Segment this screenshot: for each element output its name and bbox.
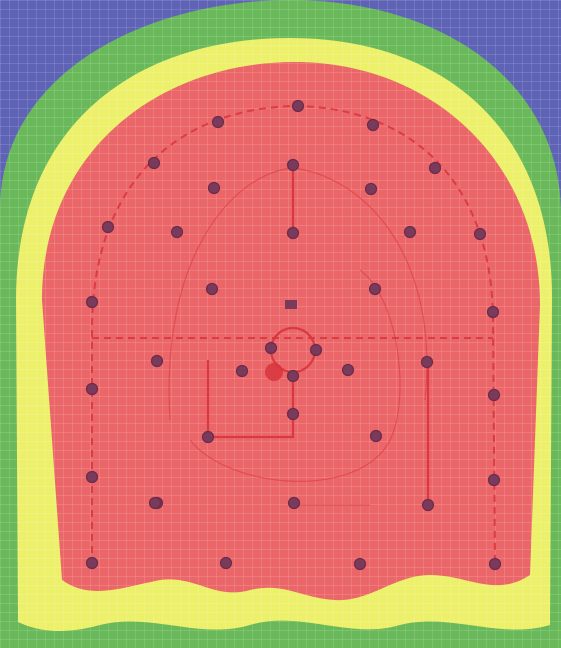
drill-hole	[487, 388, 501, 402]
drill-hole	[85, 382, 99, 396]
center-block-marker	[285, 300, 297, 309]
drill-hole	[170, 225, 184, 239]
drill-hole	[364, 182, 378, 196]
drill-hole	[85, 470, 99, 484]
drill-hole	[403, 225, 417, 239]
drill-hole	[486, 305, 500, 319]
drill-hole	[148, 496, 162, 510]
drill-hole	[150, 354, 164, 368]
drill-hole	[420, 355, 434, 369]
cut-guide-left	[206, 360, 295, 439]
drill-hole	[309, 343, 323, 357]
drill-hole	[291, 99, 305, 113]
drill-hole	[488, 557, 502, 571]
drill-hole	[473, 227, 487, 241]
drill-hole	[85, 556, 99, 570]
drill-hole	[421, 498, 435, 512]
drill-hole	[341, 363, 355, 377]
drill-hole	[487, 473, 501, 487]
drill-hole	[85, 295, 99, 309]
drill-hole	[101, 220, 115, 234]
drill-hole	[264, 341, 278, 355]
drill-hole	[287, 496, 301, 510]
drill-hole	[286, 407, 300, 421]
drill-hole	[428, 161, 442, 175]
center-marker	[265, 363, 283, 381]
drill-hole	[235, 364, 249, 378]
drill-hole	[369, 429, 383, 443]
drill-hole	[286, 158, 300, 172]
drill-hole	[368, 282, 382, 296]
drill-hole	[286, 226, 300, 240]
drill-hole	[211, 115, 225, 129]
drill-hole	[201, 430, 215, 444]
drill-hole	[205, 282, 219, 296]
drill-hole	[366, 118, 380, 132]
drill-holes	[85, 99, 502, 571]
drill-hole	[207, 181, 221, 195]
drill-hole	[353, 557, 367, 571]
drill-hole	[286, 369, 300, 383]
drill-hole	[147, 156, 161, 170]
inner-circle-guide	[189, 269, 401, 482]
drill-hole	[219, 556, 233, 570]
